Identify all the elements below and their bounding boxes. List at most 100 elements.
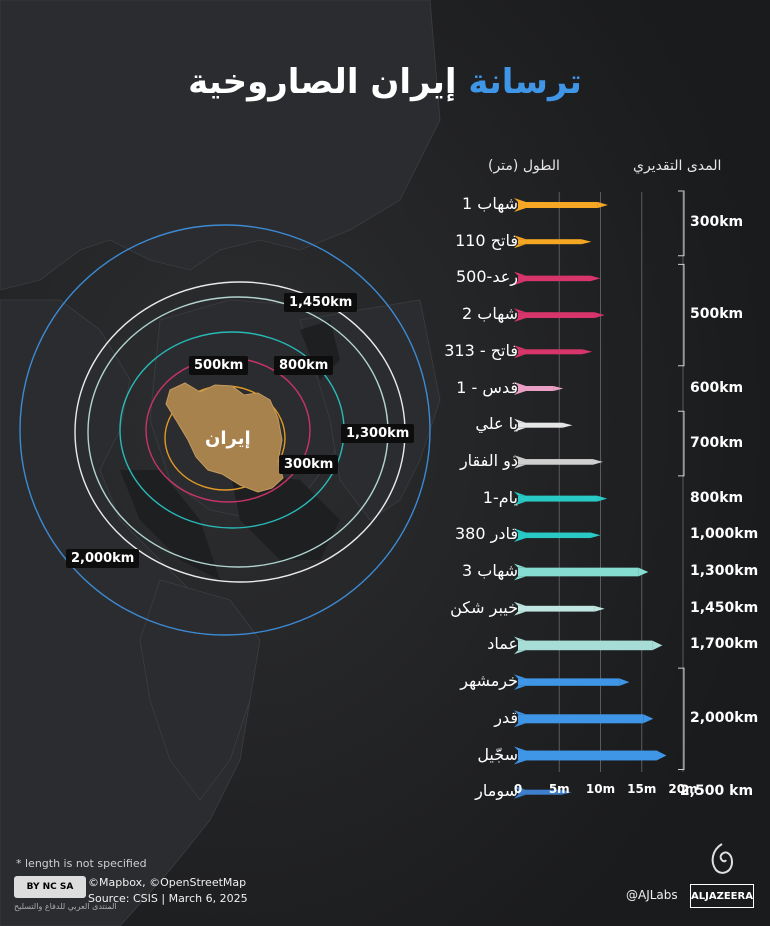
missile-fins-4 bbox=[514, 345, 526, 359]
cc-license-badge: BY NC SA bbox=[14, 876, 86, 898]
missile-name-8: يام-1 bbox=[482, 487, 518, 507]
missile-nose-12 bbox=[652, 640, 663, 651]
range-label-0: 300km bbox=[690, 214, 744, 231]
missile-name-6: يا علي bbox=[475, 414, 518, 434]
cc-caption: المنتدى العربي للدفاع والتسليح bbox=[14, 902, 117, 911]
missile-14 bbox=[514, 710, 654, 728]
range-column-header: المدى التقديري bbox=[633, 158, 722, 174]
map-label-300km: 300km bbox=[279, 455, 339, 474]
missile-2 bbox=[514, 271, 601, 286]
missile-body-4 bbox=[518, 349, 583, 355]
tick-label-0: 0 bbox=[513, 782, 523, 796]
missile-nose-0 bbox=[597, 202, 608, 208]
length-column-header: الطول (متر) bbox=[488, 158, 560, 174]
missile-name-11: خيبر شكن bbox=[450, 597, 518, 617]
missile-body-15 bbox=[518, 750, 657, 761]
missile-fins-0 bbox=[514, 198, 526, 212]
iran-label: إيران bbox=[205, 428, 251, 449]
range-bracket-0 bbox=[678, 190, 685, 257]
missile-body-13 bbox=[518, 678, 620, 686]
range-bracket-9 bbox=[678, 667, 685, 770]
missile-fins-10 bbox=[514, 563, 526, 581]
missile-name-1: فاتح 110 bbox=[455, 230, 518, 250]
missile-body-1 bbox=[518, 239, 582, 245]
tick-label-1: 5m bbox=[548, 782, 570, 796]
missile-nose-16 bbox=[561, 789, 572, 795]
range-label-8: 1,700km bbox=[690, 636, 759, 653]
missile-nose-3 bbox=[594, 312, 605, 318]
missile-10 bbox=[514, 563, 649, 581]
tick-label-4: 20m bbox=[668, 782, 698, 796]
range-label-3: 700km bbox=[690, 434, 744, 451]
missile-fins-9 bbox=[514, 528, 526, 543]
missile-body-9 bbox=[518, 532, 591, 539]
page-title: ترسانة إيران الصاروخية bbox=[0, 62, 770, 102]
map-label-1450km: 1,450km bbox=[284, 293, 358, 312]
missile-5 bbox=[514, 382, 564, 395]
missile-fins-14 bbox=[514, 710, 526, 728]
missile-nose-9 bbox=[590, 532, 601, 539]
aljazeera-logo-icon bbox=[711, 843, 734, 874]
missile-name-9: قادر 380 bbox=[454, 524, 518, 544]
range-ring-5 bbox=[19, 224, 431, 636]
missile-nose-15 bbox=[656, 750, 667, 761]
missile-12 bbox=[514, 636, 663, 655]
missile-body-8 bbox=[518, 495, 598, 502]
range-label-10: 2,500 km bbox=[680, 783, 754, 800]
missile-nose-1 bbox=[581, 239, 592, 245]
missile-nose-7 bbox=[592, 459, 603, 465]
missile-fins-6 bbox=[514, 418, 526, 432]
missile-body-14 bbox=[518, 714, 644, 724]
missile-name-13: خرمشهر bbox=[460, 671, 518, 691]
missile-3 bbox=[514, 308, 605, 322]
missile-body-12 bbox=[518, 640, 653, 651]
missile-name-2: رعد-500 bbox=[456, 267, 518, 287]
missile-body-16 bbox=[518, 789, 562, 795]
missile-fins-3 bbox=[514, 308, 526, 322]
range-label-1: 500km bbox=[690, 306, 744, 323]
missile-fins-7 bbox=[514, 455, 526, 469]
range-label-4: 800km bbox=[690, 489, 744, 506]
missile-fins-11 bbox=[514, 601, 526, 616]
range-label-5: 1,000km bbox=[690, 526, 759, 543]
footer-note: * length is not specified bbox=[16, 857, 147, 870]
map-label-2000km: 2,000km bbox=[66, 549, 140, 568]
missile-6 bbox=[514, 418, 573, 432]
footer-source: Source: CSIS | March 6, 2025 bbox=[88, 892, 248, 905]
missile-1 bbox=[514, 235, 592, 249]
missile-body-5 bbox=[518, 386, 554, 391]
missile-fins-16 bbox=[514, 785, 526, 799]
missile-4 bbox=[514, 345, 593, 359]
missile-fins-15 bbox=[514, 746, 526, 765]
missile-name-4: فاتح - 313 bbox=[444, 340, 518, 360]
missile-body-10 bbox=[518, 567, 639, 577]
range-bracket-1 bbox=[678, 263, 685, 367]
missile-name-3: شهاب 2 bbox=[462, 304, 518, 324]
missile-9 bbox=[514, 528, 601, 543]
missile-name-12: عماد bbox=[487, 634, 518, 654]
missile-name-16: سومار bbox=[475, 781, 518, 801]
tick-label-3: 15m bbox=[627, 782, 657, 796]
missile-body-2 bbox=[518, 275, 591, 282]
missile-0 bbox=[514, 198, 608, 212]
missile-body-0 bbox=[518, 202, 598, 208]
missile-fins-1 bbox=[514, 235, 526, 249]
missile-name-0: شهاب 1 bbox=[462, 194, 518, 213]
missile-name-7: ذو الفقار bbox=[459, 450, 518, 470]
footer-credits: ©Mapbox, ©OpenStreetMap bbox=[88, 876, 247, 889]
map-label-500km: 500km bbox=[189, 356, 249, 375]
missile-nose-2 bbox=[590, 275, 601, 282]
range-label-6: 1,300km bbox=[690, 563, 759, 579]
missile-13 bbox=[514, 674, 630, 690]
tick-label-2: 10m bbox=[585, 782, 616, 796]
missile-fins-8 bbox=[514, 491, 526, 506]
missile-fins-2 bbox=[514, 271, 526, 286]
missile-15 bbox=[514, 746, 667, 765]
missile-body-6 bbox=[518, 422, 563, 428]
range-label-9: 2,000km bbox=[690, 709, 759, 726]
missile-nose-14 bbox=[643, 714, 654, 724]
missile-body-7 bbox=[518, 459, 593, 465]
water-bodies bbox=[120, 320, 340, 580]
